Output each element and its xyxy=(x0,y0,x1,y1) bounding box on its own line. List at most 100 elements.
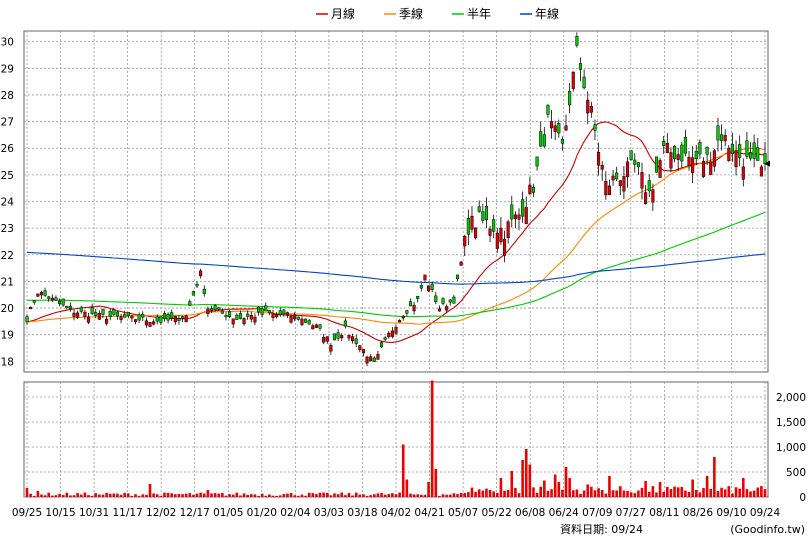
candle xyxy=(528,176,532,195)
volume-bar xyxy=(756,487,760,497)
candle-body xyxy=(401,315,405,319)
candle-body xyxy=(633,159,637,165)
volume-bar xyxy=(351,495,354,497)
candle-body xyxy=(267,310,271,314)
candle-body xyxy=(470,215,474,230)
volume-bar xyxy=(372,494,376,497)
x-tick-label-18: 07/27 xyxy=(616,507,646,519)
candle xyxy=(633,153,637,173)
candle-body xyxy=(502,238,507,256)
candle xyxy=(568,83,572,114)
volume-bar xyxy=(673,486,676,497)
candle xyxy=(25,314,29,325)
candle-body xyxy=(119,316,123,321)
volume-bar xyxy=(159,495,163,497)
candle-body xyxy=(170,312,174,319)
volume-bar xyxy=(615,490,618,497)
candle xyxy=(188,299,192,306)
candle-body xyxy=(651,189,655,203)
candle xyxy=(365,355,369,367)
candle xyxy=(300,316,304,327)
candle xyxy=(184,314,188,323)
candle-body xyxy=(278,310,282,315)
candle-body xyxy=(510,204,514,220)
candle-body xyxy=(720,134,724,141)
candle xyxy=(293,312,297,322)
candle-body xyxy=(694,150,698,159)
candle xyxy=(307,319,311,325)
candle xyxy=(600,161,604,181)
candle xyxy=(669,147,673,173)
candle-body xyxy=(325,336,329,342)
candle xyxy=(285,311,290,318)
candle xyxy=(79,305,83,314)
volume-bar xyxy=(231,494,235,497)
legend-label-0: 月線 xyxy=(331,6,355,21)
candle-body xyxy=(238,313,242,319)
candle-body xyxy=(423,274,427,281)
candle-body xyxy=(86,316,91,323)
price-tick-label-6: 24 xyxy=(1,197,15,209)
candle-body xyxy=(394,326,398,334)
candle xyxy=(510,195,514,228)
volume-bar xyxy=(235,492,239,497)
candle xyxy=(224,312,228,321)
volume-bar xyxy=(286,493,289,497)
candle-body xyxy=(575,36,579,46)
volume-bar xyxy=(174,494,177,497)
volume-bar xyxy=(163,492,166,497)
volume-bar xyxy=(644,481,647,497)
candle-body xyxy=(322,336,326,343)
candle-body xyxy=(658,160,662,178)
candle xyxy=(61,298,65,307)
candle-body xyxy=(130,315,134,319)
candle-body xyxy=(495,232,499,249)
volume-bar xyxy=(485,488,488,497)
volume-bar xyxy=(61,495,65,497)
candle-body xyxy=(477,206,481,212)
volume-bar xyxy=(723,489,727,497)
candle xyxy=(430,281,434,293)
candle xyxy=(687,150,691,171)
candle-body xyxy=(351,336,355,342)
volume-bar xyxy=(199,492,202,497)
candle xyxy=(625,157,630,188)
candle-body xyxy=(416,295,420,299)
candle xyxy=(604,171,608,200)
volume-bar xyxy=(586,484,590,497)
candle-body xyxy=(39,292,44,296)
candle-body xyxy=(408,301,413,307)
volume-bar xyxy=(506,490,510,497)
candle xyxy=(705,146,709,166)
candle-body xyxy=(560,138,564,144)
price-tick-label-8: 26 xyxy=(1,143,15,155)
price-tick-label-7: 25 xyxy=(1,170,14,182)
candle xyxy=(524,196,528,225)
candle-body xyxy=(181,316,185,319)
candle-body xyxy=(445,306,449,311)
candle-body xyxy=(76,312,80,318)
legend-label-1: 季線 xyxy=(399,6,423,21)
volume-bar xyxy=(481,490,485,497)
volume-bar xyxy=(738,488,741,497)
volume-bar xyxy=(752,490,756,497)
candle xyxy=(159,316,163,326)
volume-bar xyxy=(470,487,474,497)
volume-bar xyxy=(181,494,184,497)
volume-bar xyxy=(503,490,506,497)
volume-bar xyxy=(195,493,199,497)
candle xyxy=(448,299,452,306)
x-tick-label-5: 12/17 xyxy=(180,507,210,519)
candle-body xyxy=(745,140,749,157)
volume-tick-label-0: 0 xyxy=(799,492,806,504)
candle xyxy=(173,315,177,325)
volume-bar xyxy=(47,492,51,497)
candle xyxy=(607,179,611,195)
price-tick-label-5: 23 xyxy=(1,223,14,235)
volume-bar xyxy=(618,486,622,497)
candle xyxy=(727,144,731,162)
candle xyxy=(358,344,362,353)
candle-body xyxy=(727,147,731,162)
volume-bar xyxy=(307,492,311,497)
